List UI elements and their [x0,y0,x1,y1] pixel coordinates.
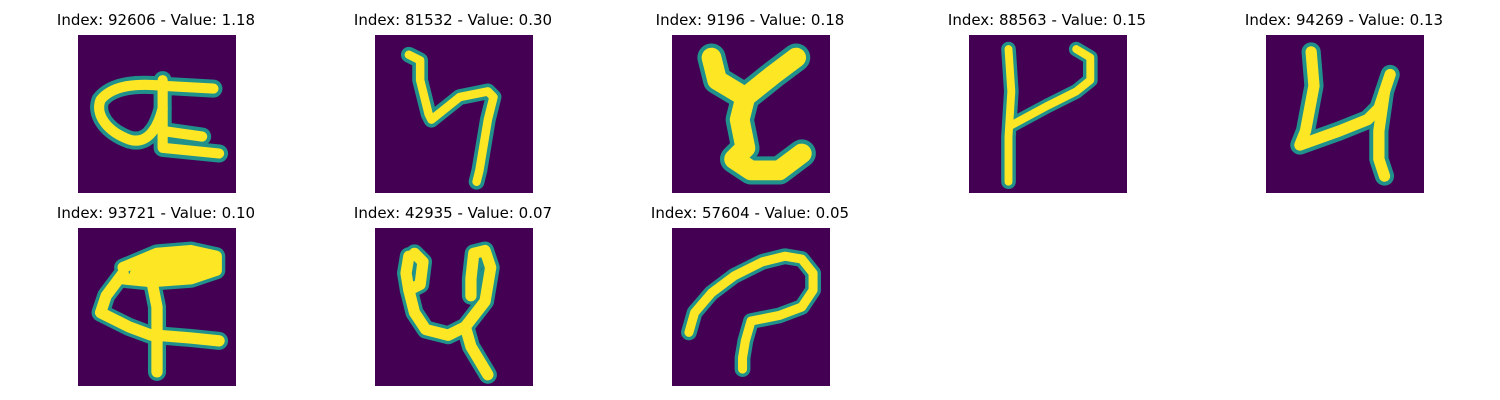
glyph-image [78,35,236,193]
panel-title: Index: 94269 - Value: 0.13 [1234,10,1454,30]
panel-title: Index: 57604 - Value: 0.05 [640,203,860,223]
image-panel: Index: 88563 - Value: 0.15 [937,0,1157,185]
glyph-image [375,35,533,193]
glyph-image [672,228,830,386]
glyph-image [672,35,830,193]
panel-title: Index: 93721 - Value: 0.10 [46,203,266,223]
panel-title: Index: 88563 - Value: 0.15 [937,10,1157,30]
image-panel: Index: 42935 - Value: 0.07 [343,193,563,378]
glyph-image [969,35,1127,193]
glyph-image [78,228,236,386]
image-panel: Index: 93721 - Value: 0.10 [46,193,266,378]
panel-title: Index: 81532 - Value: 0.30 [343,10,563,30]
image-panel: Index: 9196 - Value: 0.18 [640,0,860,185]
image-panel: Index: 94269 - Value: 0.13 [1234,0,1454,185]
glyph-image [375,228,533,386]
panel-title: Index: 9196 - Value: 0.18 [640,10,860,30]
image-panel: Index: 57604 - Value: 0.05 [640,193,860,378]
image-panel: Index: 81532 - Value: 0.30 [343,0,563,185]
panel-title: Index: 92606 - Value: 1.18 [46,10,266,30]
panel-title: Index: 42935 - Value: 0.07 [343,203,563,223]
image-panel: Index: 92606 - Value: 1.18 [46,0,266,185]
glyph-image [1266,35,1424,193]
